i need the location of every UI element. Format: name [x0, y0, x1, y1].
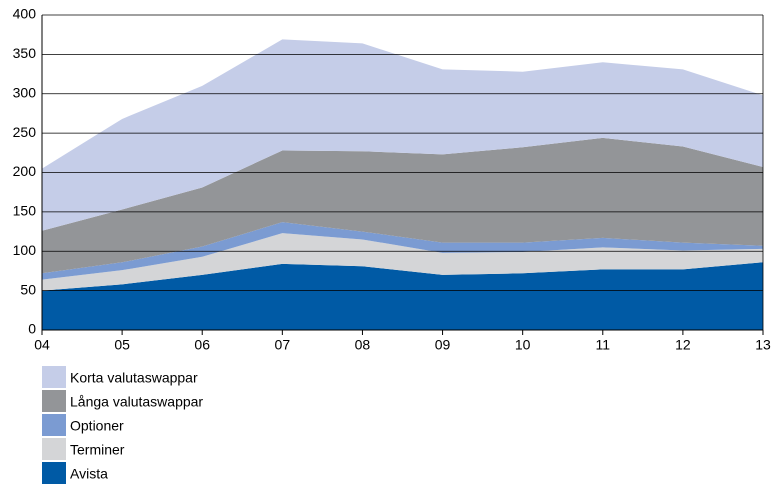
x-tick-label: 11	[596, 337, 611, 353]
x-tick-label: 10	[515, 337, 531, 353]
legend-swatch	[42, 390, 66, 412]
legend-swatch	[42, 366, 66, 388]
legend-item: Korta valutaswappar	[42, 366, 198, 388]
legend-label: Avista	[70, 466, 108, 482]
x-tick-label: 08	[355, 337, 371, 353]
y-tick-label: 400	[13, 6, 37, 22]
y-tick-label: 100	[13, 242, 37, 258]
area	[42, 137, 763, 274]
area	[42, 233, 763, 291]
x-tick-label: 12	[675, 337, 691, 353]
legend-swatch	[42, 438, 66, 460]
legend-swatch	[42, 462, 66, 484]
y-tick-label: 50	[20, 281, 36, 297]
legend-label: Optioner	[70, 418, 124, 434]
y-tick-label: 200	[13, 163, 37, 179]
legend-label: Långa valutaswappar	[70, 394, 203, 410]
legend-item: Optioner	[42, 414, 124, 436]
x-tick-label: 13	[755, 337, 771, 353]
y-tick-label: 300	[13, 84, 37, 100]
legend-item: Terminer	[42, 438, 125, 460]
legend-label: Terminer	[70, 442, 125, 458]
y-tick-label: 150	[13, 203, 37, 219]
y-tick-label: 0	[28, 321, 36, 337]
area	[42, 262, 763, 330]
x-tick-label: 07	[275, 337, 291, 353]
legend-swatch	[42, 414, 66, 436]
x-tick-label: 09	[435, 337, 451, 353]
legend-label: Korta valutaswappar	[70, 370, 198, 386]
x-tick-label: 05	[114, 337, 130, 353]
y-tick-label: 350	[13, 45, 37, 61]
area	[42, 39, 763, 231]
x-tick-label: 06	[194, 337, 210, 353]
legend-item: Långa valutaswappar	[42, 390, 203, 412]
x-tick-label: 04	[34, 337, 50, 353]
y-tick-label: 250	[13, 124, 37, 140]
legend-item: Avista	[42, 462, 108, 484]
